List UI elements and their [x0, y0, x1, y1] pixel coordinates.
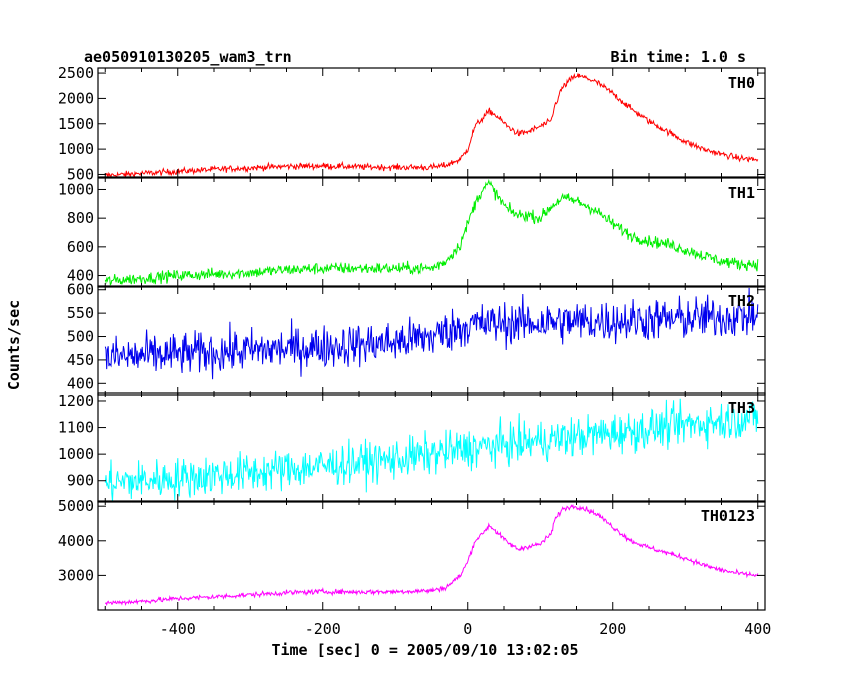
series-line-th0123	[104, 503, 759, 607]
panel-label-th3: TH3	[728, 399, 755, 417]
panel-th0123: 3000 4000 5000 TH0123	[58, 497, 766, 611]
y-tick-label: 1100	[58, 419, 94, 437]
panel-th3: 900 1000 1100 1200 TH3	[58, 392, 766, 503]
y-tick-label: 2500	[58, 64, 94, 82]
y-tick-label: 1000	[58, 180, 94, 198]
y-tick-label: 4000	[58, 532, 94, 550]
y-axis-label: Counts/sec	[5, 300, 23, 390]
panel-label-th0123: TH0123	[701, 507, 755, 525]
panel-frame	[97, 67, 766, 178]
panel-label-th2: TH2	[728, 292, 755, 310]
panel-th1: 400 600 800 1000 TH1	[58, 177, 766, 288]
y-tick-label: 500	[67, 165, 94, 183]
x-tick-label: 400	[744, 620, 771, 638]
series-line-th0	[105, 73, 759, 178]
y-tick-label: 600	[67, 281, 94, 299]
chart-title: ae050910130205_wam3_trn	[84, 48, 292, 66]
series-line-th3	[104, 398, 759, 502]
x-tick-label: 200	[599, 620, 626, 638]
panel-label-th0: TH0	[728, 74, 755, 92]
y-tick-label: 400	[67, 267, 94, 285]
panel-th2: 400 450 500 550 600 TH2	[67, 281, 766, 396]
x-tick-label: 0	[463, 620, 472, 638]
y-tick-label: 450	[67, 351, 94, 369]
y-tick-label: 5000	[58, 497, 94, 515]
y-tick-label: 2000	[58, 89, 94, 107]
y-tick-label: 550	[67, 304, 94, 322]
series-line-th1	[104, 178, 759, 286]
panel-label-th1: TH1	[728, 184, 755, 202]
y-tick-label: 1000	[58, 140, 94, 158]
y-tick-label: 1000	[58, 445, 94, 463]
y-tick-label: 3000	[58, 566, 94, 584]
y-tick-label: 600	[67, 238, 94, 256]
x-tick-label: -200	[305, 620, 341, 638]
y-tick-label: 800	[67, 209, 94, 227]
y-tick-label: 900	[67, 472, 94, 490]
y-tick-label: 500	[67, 328, 94, 346]
panel-th0: 500 1000 1500 2000 2500 TH0	[58, 64, 766, 183]
series-line-th2	[104, 287, 759, 380]
y-tick-label: 400	[67, 374, 94, 392]
y-tick-label: 1500	[58, 115, 94, 133]
x-axis-label: Time [sec] 0 = 2005/09/10 13:02:05	[271, 641, 578, 659]
panel-frame	[97, 177, 766, 288]
y-tick-label: 1200	[58, 392, 94, 410]
x-tick-label: -400	[160, 620, 196, 638]
panel-frame	[97, 500, 766, 611]
bin-time-label: Bin time: 1.0 s	[611, 48, 746, 66]
